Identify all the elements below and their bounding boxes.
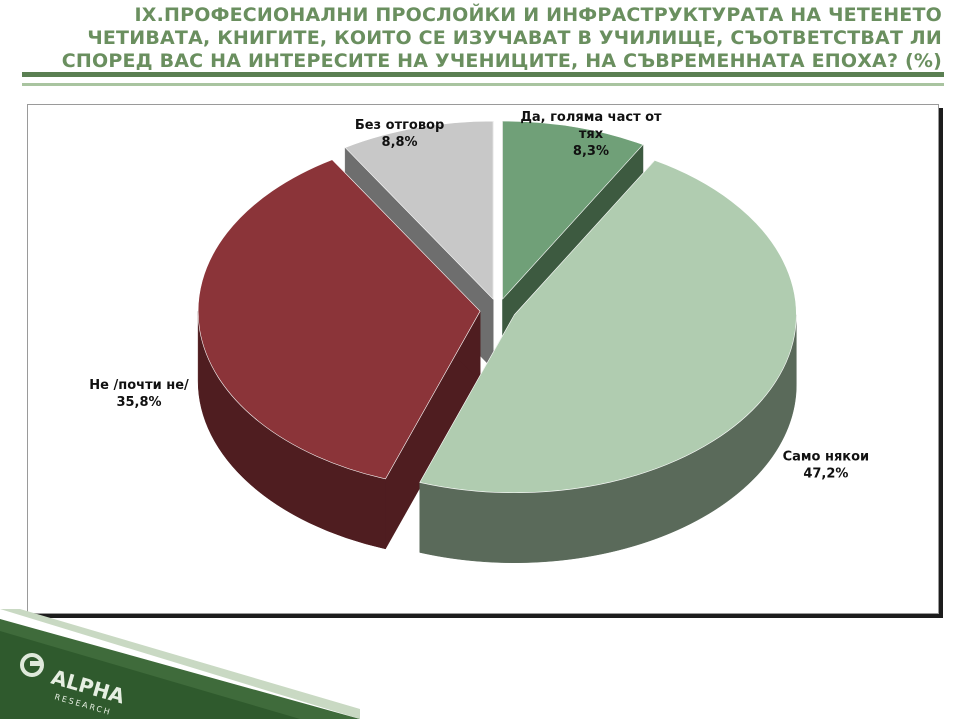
pie-label-layer: Да, голяма част от тях 8,3% Само някои 47,2%… [89, 110, 869, 481]
pie-label-1-line-1: 47,2% [803, 466, 848, 481]
pie-slice-3 [344, 120, 494, 300]
chart-frame: Да, голяма част от тях 8,3% Само някои 47,2%… [27, 104, 939, 614]
pie-label-0-line-0: Да, голяма част от [520, 110, 662, 125]
alpha-logo-icon [20, 653, 44, 677]
footer-stripe-light [0, 609, 360, 719]
title-rule-dark [22, 72, 944, 77]
pie-label-0: Да, голяма част от тях 8,3% [520, 110, 662, 159]
pie-label-1: Само някои 47,2% [783, 449, 870, 481]
pie-label-1-line-0: Само някои [783, 449, 870, 464]
pie-label-2-line-1: 35,8% [116, 395, 161, 410]
page-title: IX.ПРОФЕСИОНАЛНИ ПРОСЛОЙКИ И ИНФРАСТРУКТ… [12, 4, 942, 73]
pie-slice-0 [502, 120, 644, 300]
pie-label-3-line-1: 8,8% [382, 135, 418, 150]
pie-chart: Да, голяма част от тях 8,3% Само някои 47,2%… [89, 110, 869, 564]
footer-logo-area: ALPHA RESEARCH [0, 609, 360, 719]
pie-label-3-line-0: Без отговор [355, 118, 444, 133]
pie-label-3: Без отговор 8,8% [355, 118, 444, 150]
footer-stripe-mid [0, 631, 300, 719]
pie-top-layer [197, 120, 797, 494]
pie-slice-1 [419, 160, 797, 494]
pie-slice-2 [197, 159, 481, 480]
title-line-2: ЧЕТИВАТА, КНИГИТЕ, КОИТО СЕ ИЗУЧАВАТ В У… [87, 27, 942, 49]
pie-label-2: Не /почти не/35,8% [89, 378, 189, 410]
pie-label-2-line-0: Не /почти не/ [89, 378, 189, 393]
title-line-1: IX.ПРОФЕСИОНАЛНИ ПРОСЛОЙКИ И ИНФРАСТРУКТ… [134, 4, 942, 26]
title-rule-light [22, 83, 944, 86]
title-line-3: СПОРЕД ВАС НА ИНТЕРЕСИТЕ НА УЧЕНИЦИТЕ, Н… [61, 50, 942, 72]
pie-label-0-line-2: 8,3% [573, 144, 609, 159]
pie-label-0-line-1: тях [579, 127, 604, 142]
